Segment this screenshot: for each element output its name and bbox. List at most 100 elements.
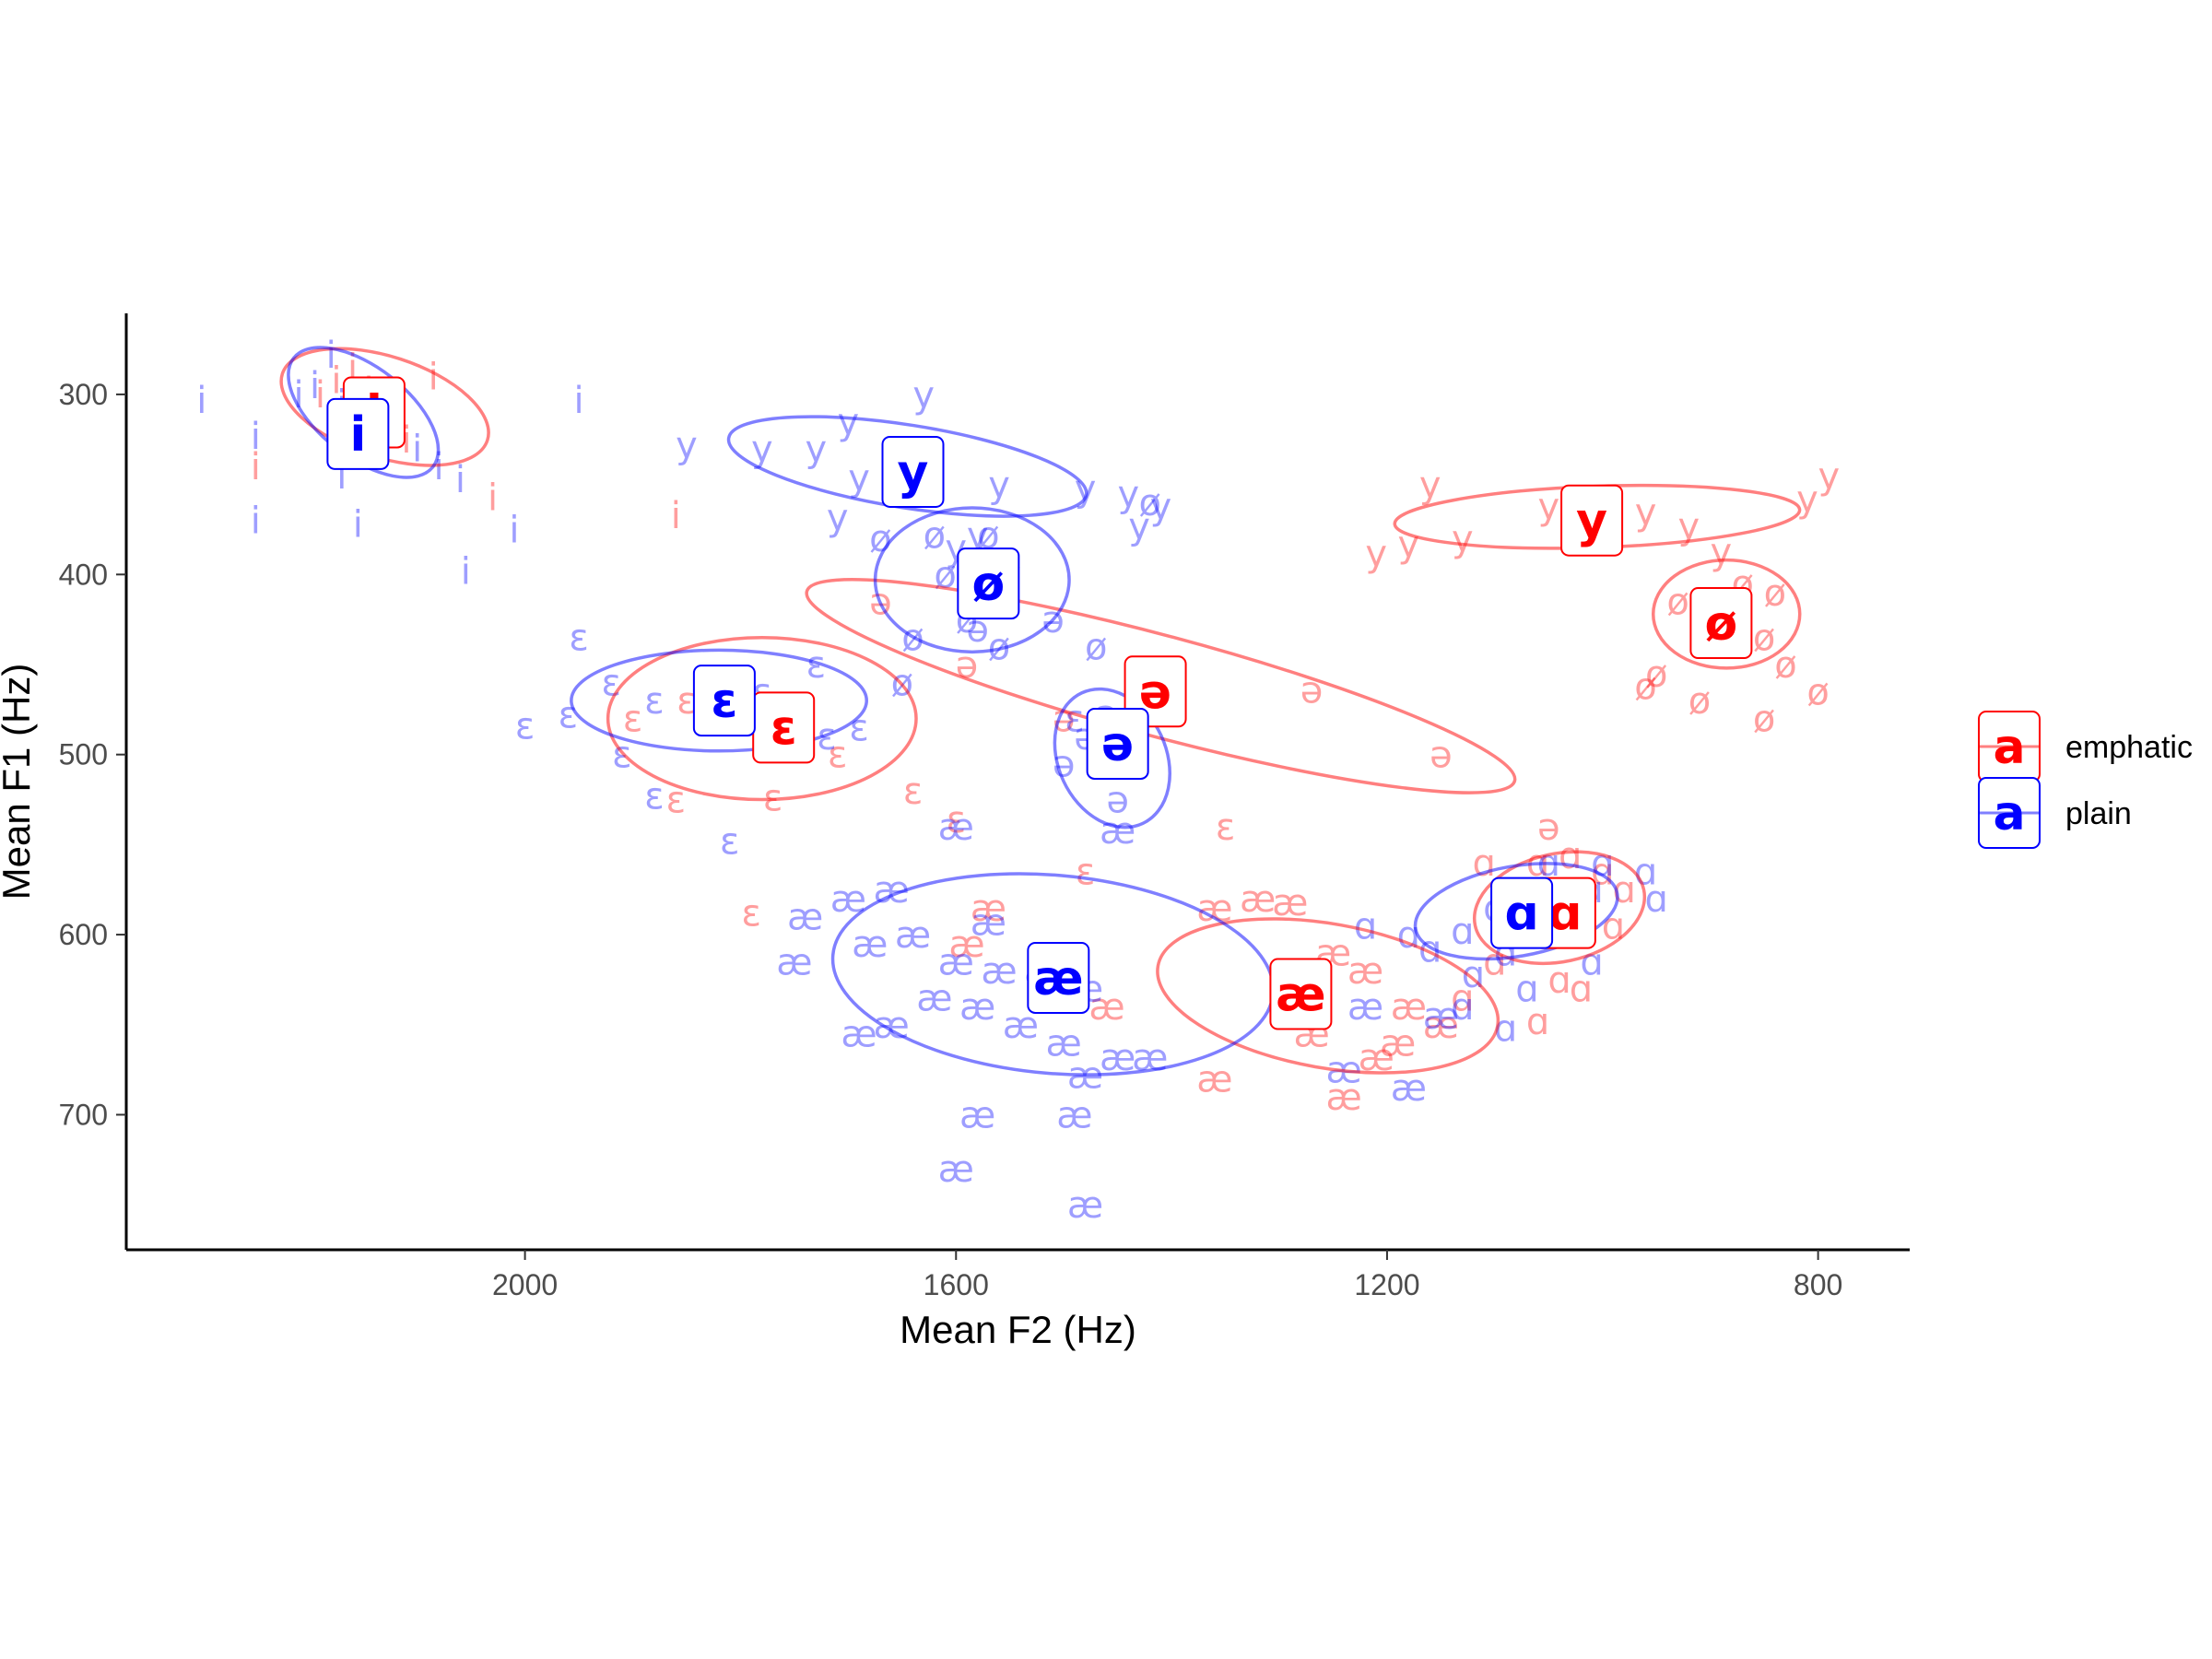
plain-token-y: y	[912, 374, 935, 417]
plain-token-i: i	[310, 365, 320, 407]
emphatic-token-i: i	[251, 446, 261, 488]
plain-token-i: i	[573, 380, 583, 422]
plain-centroid-box	[692, 665, 756, 737]
plain-centroid-label: i	[349, 407, 366, 463]
plain-token-ae: æ	[938, 941, 974, 983]
y-axis-ticks: 300 400 500 600 700	[59, 378, 126, 1131]
emphatic-token-ae: æ	[948, 924, 984, 966]
plain-token-oslash: ø	[1085, 626, 1107, 668]
x-tick-label: 800	[1794, 1268, 1842, 1301]
plain-ellipse-oslash	[873, 506, 1071, 654]
plain-token-y: y	[838, 401, 860, 443]
emphatic-token-oslash: ø	[1666, 582, 1688, 624]
plain-token-y: y	[1118, 473, 1140, 515]
plain-token-ae: æ	[830, 878, 866, 921]
x-tick-label: 2000	[492, 1268, 558, 1301]
plain-token-y: y	[827, 497, 849, 539]
plain-token-epsilon: ɛ	[515, 705, 535, 747]
plain-token-ae: æ	[1391, 1067, 1427, 1110]
legend-item-plain: a plain	[1978, 777, 2132, 849]
emphatic-centroid-label: ø	[1705, 596, 1738, 652]
emphatic-token-i: i	[429, 356, 439, 398]
y-tick-label: 400	[59, 558, 108, 591]
emphatic-token-oslash: ø	[1753, 699, 1775, 741]
legend-label: emphatic	[2065, 730, 2193, 765]
plain-token-i: i	[353, 504, 363, 547]
x-axis-title: Mean F2 (Hz)	[900, 1308, 1136, 1351]
centroid-layer: iyøɛəæɑiyøɛəæɑ	[326, 376, 1753, 1030]
emphatic-token-i: i	[488, 477, 498, 519]
plain-token-i: i	[509, 509, 519, 551]
plain-token-y: y	[988, 465, 1010, 507]
plain-token-ae: æ	[916, 977, 952, 1019]
plain-token-y: y	[676, 425, 698, 467]
emphatic-centroid-label: æ	[1276, 968, 1326, 1023]
emphatic-token-ae: æ	[1272, 882, 1308, 924]
emphatic-token-ae: æ	[971, 888, 1006, 930]
emphatic-token-epsilon: ɛ	[677, 680, 697, 723]
emphatic-token-i: i	[401, 419, 411, 462]
plain-centroid-epsilon: ɛ	[692, 665, 756, 737]
emphatic-token-y: y	[1537, 486, 1559, 528]
emphatic-token-epsilon: ɛ	[665, 780, 686, 822]
plain-token-alpha: ɑ	[1591, 842, 1614, 885]
plain-centroid-box	[1490, 877, 1554, 949]
plain-token-y: y	[1150, 486, 1172, 528]
plain-token-ae: æ	[1067, 1184, 1103, 1227]
emphatic-token-y: y	[1635, 491, 1657, 534]
emphatic-ellipse-epsilon	[606, 635, 918, 802]
emphatic-centroid-box	[1560, 484, 1624, 557]
y-tick-label: 600	[59, 918, 108, 951]
emphatic-token-ae: æ	[1423, 1005, 1459, 1047]
emphatic-token-schwa: ə	[1430, 735, 1453, 777]
plain-centroid-label: ə	[1101, 717, 1134, 772]
plain-token-epsilon: ɛ	[806, 644, 826, 687]
emphatic-token-epsilon: ɛ	[1076, 852, 1096, 894]
plain-token-ae: æ	[959, 986, 995, 1029]
plain-token-i: i	[251, 416, 261, 458]
emphatic-centroid-epsilon: ɛ	[752, 691, 816, 764]
plain-token-i: i	[434, 446, 444, 488]
plain-token-alpha: ɑ	[1354, 905, 1377, 947]
plain-token-ae: æ	[1056, 1094, 1092, 1136]
plain-token-ae: æ	[1046, 1022, 1082, 1065]
token-layer: iiiiiiiiiiyyyyyyyyyyøøøøøøøøøøøɛɛɛɛɛɛɛɛɛ…	[196, 335, 1840, 1227]
plain-token-epsilon: ɛ	[559, 695, 579, 737]
plain-centroid-ae: æ	[1027, 941, 1090, 1014]
plain-centroid-y: y	[881, 435, 945, 508]
emphatic-token-y: y	[1397, 524, 1419, 566]
emphatic-centroid-schwa: ə	[1124, 655, 1187, 728]
emphatic-token-i: i	[347, 347, 358, 390]
plain-centroid-box	[881, 435, 945, 508]
emphatic-token-oslash: ø	[1774, 644, 1796, 687]
emphatic-centroid-oslash: ø	[1689, 587, 1753, 660]
plain-token-ae: æ	[959, 1094, 995, 1136]
emphatic-token-ae: æ	[1380, 1022, 1416, 1065]
plain-token-oslash: ø	[1138, 482, 1160, 524]
plain-centroid-label: æ	[1033, 951, 1084, 1006]
emphatic-token-y: y	[1818, 455, 1840, 498]
plain-token-i: i	[461, 550, 471, 593]
emphatic-token-schwa: ə	[1537, 806, 1560, 849]
emphatic-token-alpha: ɑ	[1526, 1001, 1549, 1043]
plain-centroid-label: ɛ	[711, 674, 737, 729]
plain-token-ae: æ	[938, 1148, 974, 1191]
plain-ellipse-schwa	[1053, 687, 1171, 830]
plain-token-epsilon: ɛ	[644, 680, 665, 723]
legend-key-glyph: a	[1993, 786, 2025, 841]
emphatic-token-y: y	[1365, 533, 1387, 575]
emphatic-token-oslash: ø	[1806, 671, 1829, 713]
emphatic-token-ae: æ	[1240, 878, 1276, 921]
emphatic-token-epsilon: ɛ	[946, 799, 966, 841]
emphatic-token-i: i	[331, 359, 341, 402]
legend: a emphatic a plain	[1978, 711, 2193, 849]
emphatic-ellipse-ae	[1156, 917, 1500, 1075]
x-tick-label: 1200	[1354, 1268, 1419, 1301]
legend-key-glyph: a	[1993, 720, 2025, 775]
plain-centroid-box	[1027, 941, 1090, 1014]
emphatic-token-ae: æ	[1088, 986, 1124, 1029]
plain-token-epsilon: ɛ	[720, 820, 740, 863]
plain-token-ae: æ	[852, 924, 888, 966]
plain-token-epsilon: ɛ	[849, 707, 869, 749]
